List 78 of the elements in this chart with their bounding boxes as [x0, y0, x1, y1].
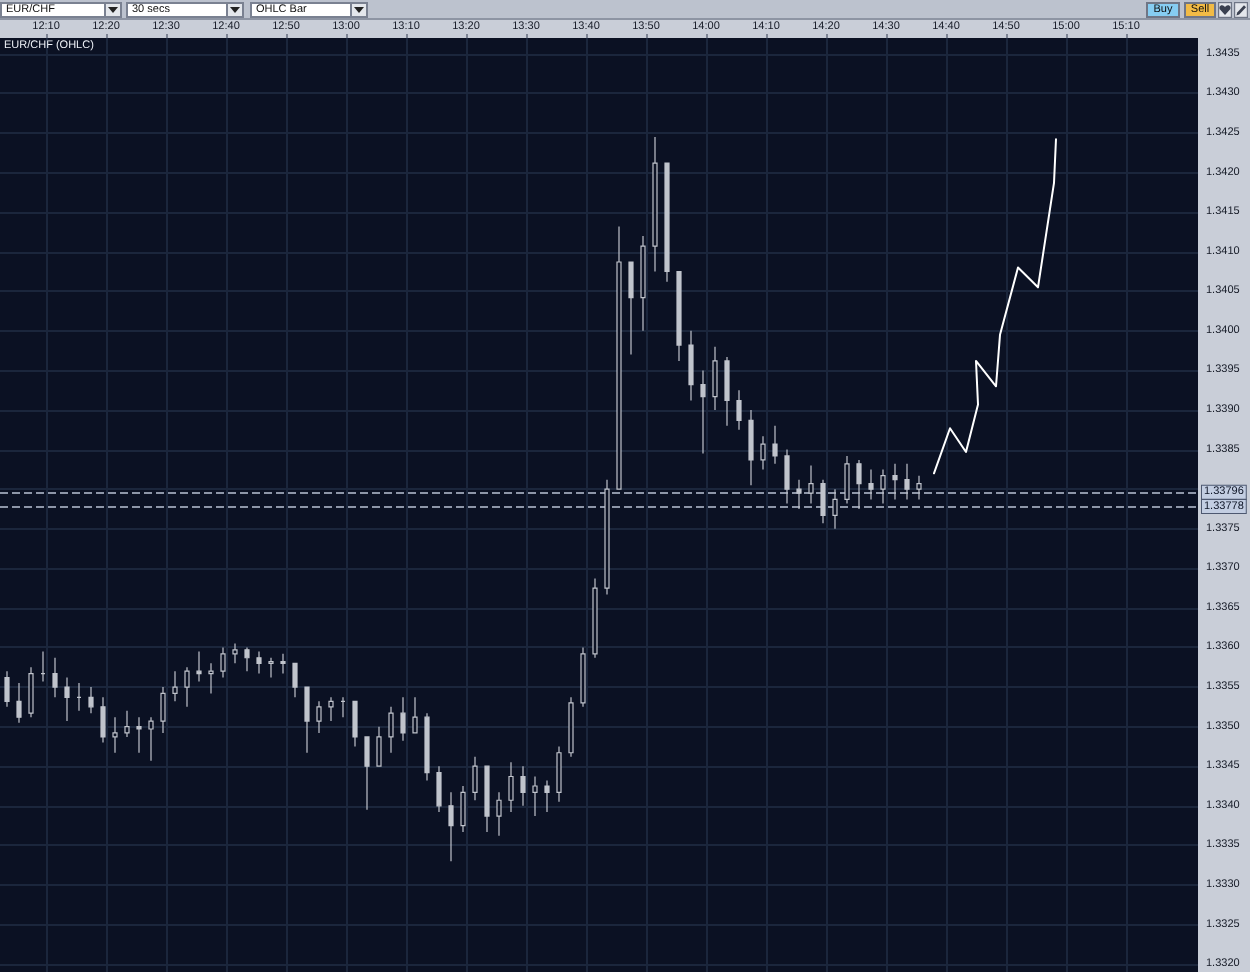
candlestick: [724, 356, 730, 427]
candlestick: [4, 670, 10, 708]
candlestick: [484, 765, 490, 833]
candlestick: [568, 696, 574, 758]
candlestick: [856, 459, 862, 510]
candlestick: [520, 765, 526, 807]
candlestick: [352, 700, 358, 748]
candlestick: [460, 785, 466, 833]
candlestick: [616, 225, 622, 490]
candlestick: [244, 646, 250, 672]
candlestick: [448, 791, 454, 862]
candlestick: [16, 682, 22, 724]
candlestick: [892, 463, 898, 501]
candlestick: [280, 653, 286, 675]
candlestick: [664, 162, 670, 283]
candlestick: [220, 646, 226, 679]
candlestick: [700, 369, 706, 455]
candlestick: [160, 686, 166, 734]
candlestick: [508, 761, 514, 813]
candlestick: [388, 706, 394, 754]
candlestick: [424, 712, 430, 782]
candlestick: [592, 578, 598, 659]
candlestick: [400, 696, 406, 742]
candlestick: [412, 696, 418, 734]
candlestick: [712, 346, 718, 411]
candlestick: [316, 700, 322, 734]
candlestick: [868, 468, 874, 501]
candlestick: [844, 455, 850, 505]
candlestick: [364, 736, 370, 811]
candlestick: [676, 270, 682, 362]
candlestick: [268, 657, 274, 679]
candlestick: [496, 791, 502, 837]
candlestick: [472, 756, 478, 801]
candlestick: [208, 662, 214, 694]
candlestick: [808, 464, 814, 505]
candlestick: [40, 650, 46, 683]
candlestick: [688, 330, 694, 402]
candlestick: [832, 488, 838, 530]
candlestick: [304, 686, 310, 754]
candlestick: [148, 716, 154, 762]
candlestick: [880, 468, 886, 505]
candlestick: [580, 646, 586, 708]
candlestick: [292, 662, 298, 698]
candlestick: [64, 676, 70, 722]
candlestick: [88, 686, 94, 714]
candlestick: [376, 726, 382, 767]
candlestick: [556, 745, 562, 803]
candlestick: [604, 479, 610, 596]
candlestick: [436, 765, 442, 813]
candlestick: [784, 448, 790, 505]
candlestick: [532, 775, 538, 817]
candlestick: [136, 716, 142, 754]
candlestick: [328, 696, 334, 722]
candlestick: [28, 666, 34, 718]
candlestick: [820, 479, 826, 524]
candlestick: [748, 409, 754, 486]
candlestick: [544, 779, 550, 813]
candlestick: [652, 136, 658, 273]
candlestick: [256, 650, 262, 675]
candlestick: [196, 650, 202, 683]
line-series: [932, 138, 1057, 475]
candlestick: [796, 479, 802, 510]
candlestick: [916, 475, 922, 501]
candlestick: [736, 389, 742, 431]
candlestick: [340, 696, 346, 718]
candlestick: [772, 425, 778, 465]
candlestick: [76, 682, 82, 712]
candlestick: [760, 435, 766, 470]
candlestick: [100, 696, 106, 744]
candlestick: [640, 235, 646, 332]
candlestick: [124, 710, 130, 738]
candlestick: [904, 463, 910, 501]
candlestick: [184, 666, 190, 708]
candlestick: [52, 657, 58, 698]
candlestick: [628, 261, 634, 356]
candlestick: [172, 670, 178, 702]
candlestick: [232, 642, 238, 664]
candlestick: [112, 716, 118, 754]
